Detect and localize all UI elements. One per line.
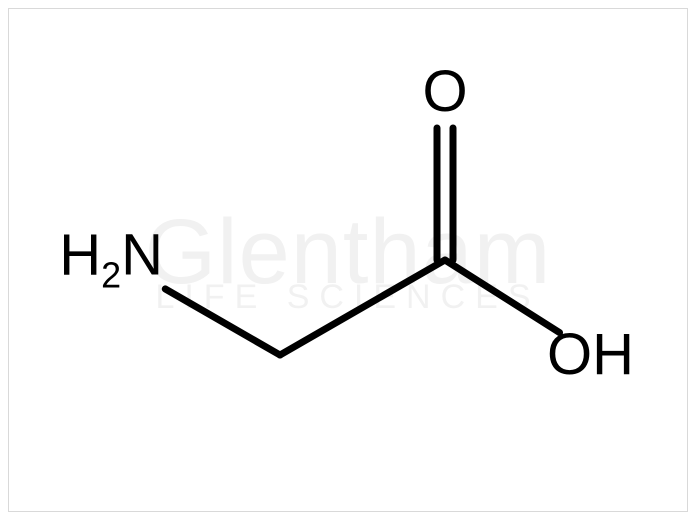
atom-label-O2: OH bbox=[547, 326, 634, 384]
atom-label-N: H2N bbox=[59, 227, 163, 294]
atom-label-O1: O bbox=[422, 63, 467, 121]
